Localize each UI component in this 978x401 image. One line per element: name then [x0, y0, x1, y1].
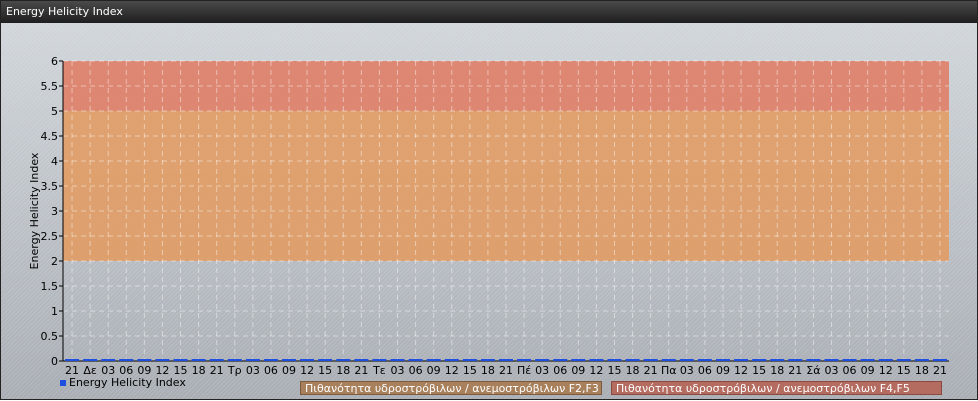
- x-tick-label: 18: [481, 364, 495, 377]
- band-1: [63, 61, 949, 111]
- legend-item[interactable]: Energy Helicity Index: [60, 376, 186, 389]
- y-tick-label: 6: [51, 55, 58, 68]
- x-tick-label: 03: [101, 364, 115, 377]
- x-tick-label: 18: [626, 364, 640, 377]
- y-tick-label: 4.5: [41, 130, 59, 143]
- x-tick-label: 21: [499, 364, 513, 377]
- band-label-f2f3: Πιθανότητα υδροστρόβιλων / ανεμοστρόβιλω…: [300, 381, 602, 395]
- x-tick-label: 12: [734, 364, 748, 377]
- x-tick-label: Δε: [83, 364, 97, 377]
- x-tick-label: 18: [192, 364, 206, 377]
- x-tick-label: 21: [933, 364, 947, 377]
- y-tick-label: 0.5: [41, 330, 59, 343]
- x-tick-label: 15: [318, 364, 332, 377]
- y-tick-label: 3.5: [41, 180, 59, 193]
- x-tick-label: 21: [644, 364, 658, 377]
- x-tick-label: 21: [354, 364, 368, 377]
- x-tick-label: 18: [770, 364, 784, 377]
- y-tick-label: 3: [51, 205, 58, 218]
- x-tick-label: 12: [155, 364, 169, 377]
- x-tick-label: 09: [137, 364, 151, 377]
- y-tick-label: 1: [51, 305, 58, 318]
- band-0: [63, 111, 949, 261]
- x-tick-label: 06: [264, 364, 278, 377]
- x-tick-label: 06: [843, 364, 857, 377]
- x-tick-label: 09: [861, 364, 875, 377]
- x-tick-label: 15: [752, 364, 766, 377]
- x-tick-label: 18: [336, 364, 350, 377]
- band-label-f4f5: Πιθανότητα υδροστρόβιλων / ανεμοστρόβιλω…: [611, 381, 942, 395]
- y-tick-label: 2: [51, 255, 58, 268]
- x-tick-label: Σά: [806, 364, 820, 377]
- x-tick-label: 03: [246, 364, 260, 377]
- x-tick-label: 03: [824, 364, 838, 377]
- y-tick-label: 1.5: [41, 280, 59, 293]
- x-tick-label: 09: [571, 364, 585, 377]
- y-tick-label: 5.5: [41, 80, 59, 93]
- x-tick-label: 09: [716, 364, 730, 377]
- x-tick-label: 15: [463, 364, 477, 377]
- x-tick-label: 03: [535, 364, 549, 377]
- x-tick-label: 03: [391, 364, 405, 377]
- x-tick-label: Τρ: [227, 364, 242, 377]
- y-tick-label: 0: [51, 355, 58, 368]
- y-tick-label: 2.5: [41, 230, 59, 243]
- x-tick-label: 15: [897, 364, 911, 377]
- legend-swatch: [60, 380, 66, 386]
- x-tick-label: 09: [282, 364, 296, 377]
- x-tick-label: 09: [427, 364, 441, 377]
- x-tick-label: 21: [65, 364, 79, 377]
- x-tick-label: 06: [698, 364, 712, 377]
- x-tick-label: 12: [589, 364, 603, 377]
- x-tick-label: Πα: [661, 364, 677, 377]
- x-tick-label: 06: [553, 364, 567, 377]
- y-tick-label: 5: [51, 105, 58, 118]
- x-tick-label: 06: [409, 364, 423, 377]
- y-tick-label: 4: [51, 155, 58, 168]
- x-tick-label: 06: [119, 364, 133, 377]
- x-tick-label: 12: [445, 364, 459, 377]
- x-tick-label: 21: [788, 364, 802, 377]
- x-tick-label: Τε: [372, 364, 386, 377]
- x-tick-label: Πέ: [517, 364, 531, 377]
- x-tick-label: 18: [915, 364, 929, 377]
- x-tick-label: 12: [300, 364, 314, 377]
- window-title: Energy Helicity Index: [1, 1, 977, 23]
- x-tick-label: 15: [607, 364, 621, 377]
- x-tick-label: 03: [680, 364, 694, 377]
- x-tick-label: 15: [174, 364, 188, 377]
- x-tick-label: 21: [210, 364, 224, 377]
- y-axis-label: Energy Helicity Index: [28, 152, 41, 269]
- x-tick-label: 12: [879, 364, 893, 377]
- legend-label: Energy Helicity Index: [69, 376, 186, 389]
